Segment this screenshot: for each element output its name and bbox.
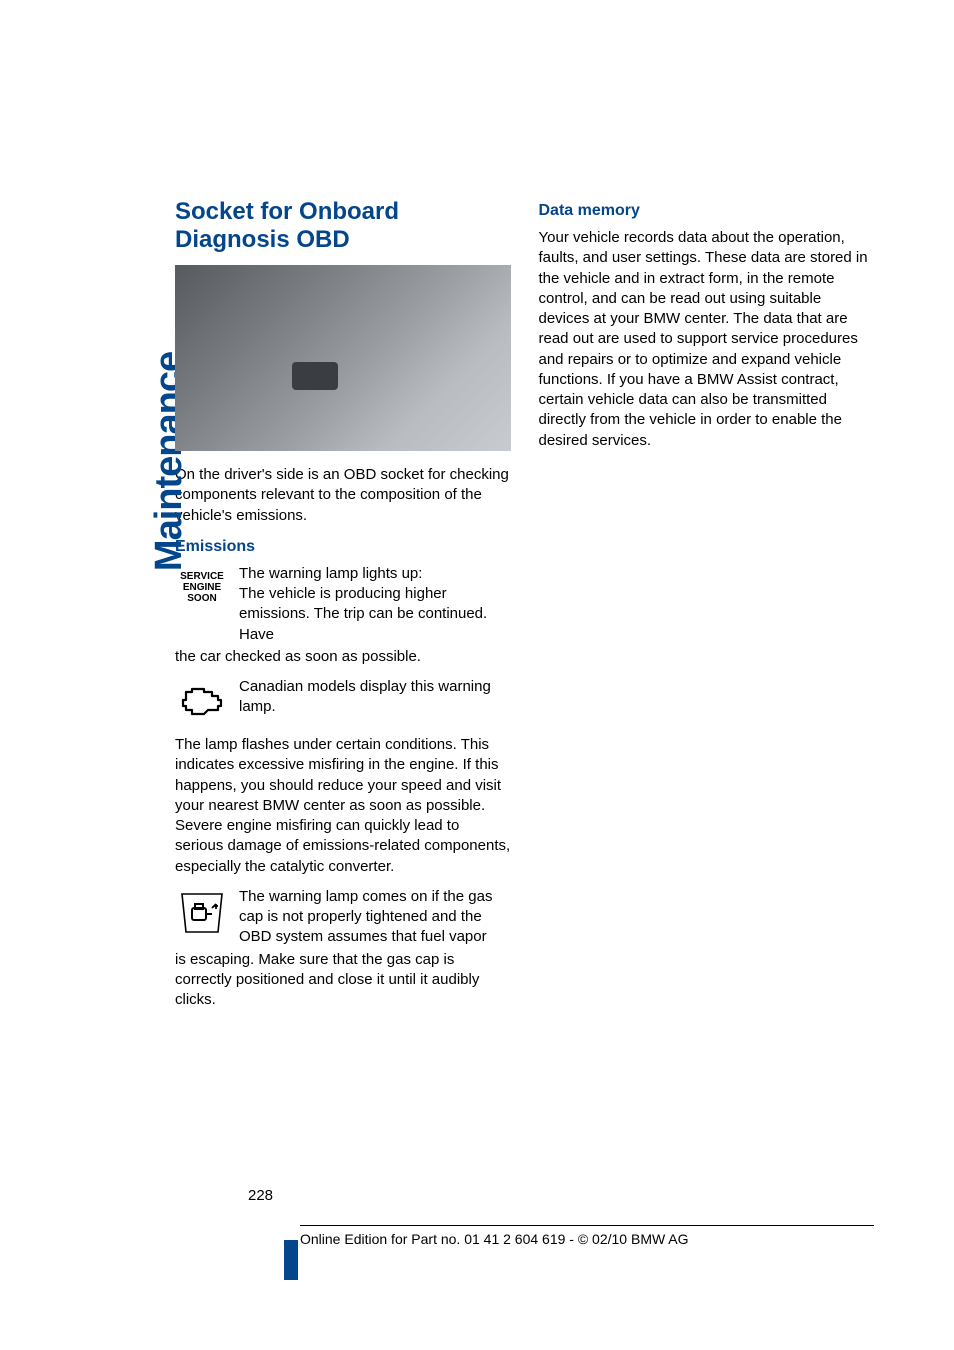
canadian-lamp-text: Canadian models display this warning lam… (239, 677, 511, 718)
gas-cap-text: The warning lamp comes on if the gas cap… (239, 887, 511, 948)
service-engine-continuation: the car checked as soon as possible. (175, 647, 511, 667)
gas-cap-icon (175, 887, 229, 939)
page-number: 228 (248, 1187, 273, 1204)
misfire-paragraph: The lamp flashes under certain condition… (175, 735, 511, 877)
section-heading-obd: Socket for Onboard Diagnosis OBD (175, 198, 511, 253)
icon-text-line1: SERVICE (180, 571, 224, 582)
service-engine-soon-icon: SERVICE ENGINE SOON (175, 564, 229, 612)
data-memory-body: Your vehicle records data about the oper… (539, 228, 875, 451)
footer-edition-text: Online Edition for Part no. 01 41 2 604 … (300, 1231, 689, 1247)
emissions-heading: Emissions (175, 538, 511, 556)
obd-socket-photo (175, 265, 511, 451)
right-column: Data memory Your vehicle records data ab… (539, 198, 875, 1020)
service-engine-soon-block: SERVICE ENGINE SOON The warning lamp lig… (175, 564, 511, 645)
gas-cap-block: The warning lamp comes on if the gas cap… (175, 887, 511, 948)
engine-outline-icon (175, 677, 229, 725)
content-columns: Socket for Onboard Diagnosis OBD On the … (175, 198, 874, 1020)
canadian-lamp-block: Canadian models display this warning lam… (175, 677, 511, 725)
footer-divider (300, 1225, 874, 1226)
gas-cap-continuation: is escaping. Make sure that the gas cap … (175, 950, 511, 1011)
data-memory-heading: Data memory (539, 202, 875, 220)
page-container: Maintenance Socket for Onboard Diagnosis… (0, 0, 954, 1350)
icon-text-line2: ENGINE (180, 582, 224, 593)
icon-text-line3: SOON (180, 593, 224, 604)
page-accent-bar (284, 1240, 298, 1280)
obd-intro-paragraph: On the driver's side is an OBD socket fo… (175, 465, 511, 526)
service-engine-text: The warning lamp lights up: The vehicle … (239, 564, 511, 645)
left-column: Socket for Onboard Diagnosis OBD On the … (175, 198, 511, 1020)
